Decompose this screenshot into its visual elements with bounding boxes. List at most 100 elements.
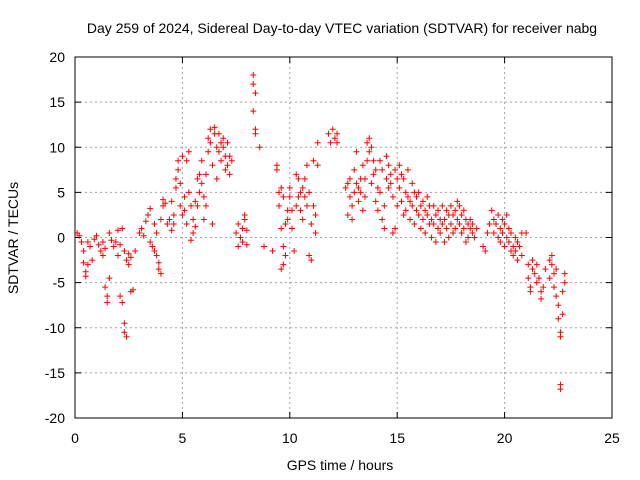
data-point: [160, 196, 167, 203]
data-point: [192, 223, 199, 230]
data-point: [409, 180, 416, 187]
data-point: [422, 207, 429, 214]
chart-title: Day 259 of 2024, Sidereal Day-to-day VTE…: [87, 20, 597, 36]
data-point: [505, 239, 512, 246]
data-point: [183, 220, 190, 227]
data-point: [209, 162, 216, 169]
data-point: [551, 284, 558, 291]
data-point: [117, 241, 124, 248]
data-point: [359, 207, 366, 214]
data-point: [561, 270, 568, 277]
data-point: [198, 157, 205, 164]
data-point: [303, 202, 310, 209]
data-point: [243, 241, 250, 248]
data-point: [325, 130, 332, 137]
data-point: [514, 239, 521, 246]
x-tick-label: 15: [389, 430, 405, 446]
data-point: [392, 166, 399, 173]
data-point: [286, 184, 293, 191]
data-point: [346, 193, 353, 200]
data-point: [203, 202, 210, 209]
data-point: [490, 216, 497, 223]
data-point: [209, 220, 216, 227]
data-point: [256, 144, 263, 151]
data-point: [119, 299, 126, 306]
data-point: [379, 166, 386, 173]
data-point: [108, 237, 115, 244]
data-point: [250, 72, 257, 79]
data-point: [288, 207, 295, 214]
data-point: [458, 211, 465, 218]
data-point: [239, 225, 246, 232]
data-point: [428, 234, 435, 241]
data-point: [291, 248, 298, 255]
data-point: [273, 166, 280, 173]
y-tick-label: -20: [45, 410, 65, 426]
data-point: [228, 157, 235, 164]
data-point: [400, 175, 407, 182]
data-point: [155, 266, 162, 273]
data-point: [123, 333, 130, 340]
data-point: [361, 175, 368, 182]
data-point: [282, 220, 289, 227]
data-point: [280, 261, 287, 268]
data-point: [207, 126, 214, 133]
data-point: [454, 216, 461, 223]
data-point: [280, 193, 287, 200]
data-point: [157, 216, 164, 223]
data-point: [456, 202, 463, 209]
data-point: [293, 171, 300, 178]
data-point: [469, 229, 476, 236]
data-point: [538, 295, 545, 302]
data-point: [527, 288, 534, 295]
data-point: [370, 171, 377, 178]
data-point: [381, 202, 388, 209]
data-point: [407, 216, 414, 223]
data-point: [121, 329, 128, 336]
data-point: [278, 225, 285, 232]
data-point: [467, 225, 474, 232]
x-tick-label: 20: [497, 430, 513, 446]
data-point: [349, 216, 356, 223]
data-point: [183, 157, 190, 164]
data-point: [523, 229, 530, 236]
data-point: [540, 284, 547, 291]
data-point: [97, 248, 104, 255]
data-point: [127, 254, 134, 261]
data-point: [89, 257, 96, 264]
data-point: [149, 243, 156, 250]
data-point: [153, 252, 160, 259]
data-point: [220, 135, 227, 142]
data-point: [533, 279, 540, 286]
data-point: [91, 236, 98, 243]
data-point: [166, 216, 173, 223]
data-point: [261, 243, 268, 250]
data-point: [104, 299, 111, 306]
data-point: [351, 166, 358, 173]
data-point: [123, 257, 130, 264]
data-point: [361, 193, 368, 200]
data-point: [117, 293, 124, 300]
data-point: [192, 198, 199, 205]
data-point: [205, 135, 212, 142]
data-point: [559, 311, 566, 318]
data-point: [398, 171, 405, 178]
data-point: [404, 166, 411, 173]
data-point: [162, 200, 169, 207]
data-point: [396, 162, 403, 169]
data-point: [490, 229, 497, 236]
data-point: [525, 275, 532, 282]
data-point: [331, 135, 338, 142]
data-point: [443, 225, 450, 232]
data-point: [387, 180, 394, 187]
data-point: [306, 189, 313, 196]
data-point: [355, 184, 362, 191]
data-point: [342, 184, 349, 191]
data-point: [372, 198, 379, 205]
data-point: [548, 252, 555, 259]
data-point: [553, 266, 560, 273]
data-point: [226, 153, 233, 160]
y-tick-label: -5: [53, 275, 66, 291]
data-point: [145, 211, 152, 218]
data-point: [557, 386, 564, 393]
